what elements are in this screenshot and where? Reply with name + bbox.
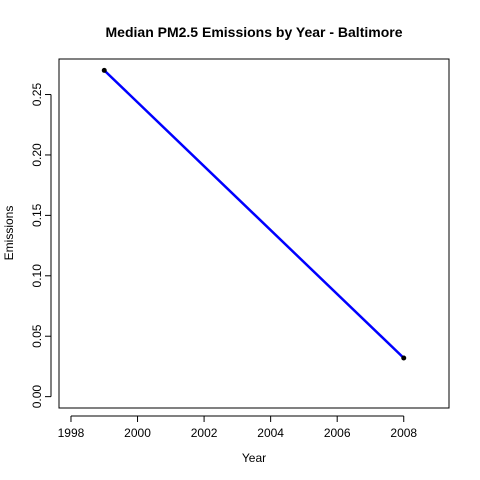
x-tick-label: 1998 xyxy=(58,426,85,440)
x-tick-label: 2002 xyxy=(191,426,218,440)
data-point xyxy=(401,355,407,361)
x-axis-title: Year xyxy=(242,451,266,465)
y-axis: 0.00 0.05 0.10 0.15 0.20 0.25 xyxy=(30,83,52,409)
y-tick-label: 0.00 xyxy=(30,385,44,409)
plot-box xyxy=(58,58,450,409)
y-tick-label: 0.05 xyxy=(30,324,44,348)
data-point xyxy=(101,67,107,73)
x-tick-label: 2006 xyxy=(324,426,351,440)
series-line xyxy=(103,69,405,359)
x-tick-label: 2000 xyxy=(124,426,151,440)
x-tick-label: 2004 xyxy=(257,426,284,440)
x-tick-label: 2008 xyxy=(390,426,417,440)
series-layer xyxy=(101,67,407,361)
y-tick-label: 0.25 xyxy=(30,83,44,107)
y-tick-label: 0.10 xyxy=(30,264,44,288)
x-axis: 1998 2000 2002 2004 2006 2008 xyxy=(58,415,417,440)
y-tick-label: 0.15 xyxy=(30,203,44,227)
chart-title: Median PM2.5 Emissions by Year - Baltimo… xyxy=(106,24,403,40)
y-axis-title: Emissions xyxy=(2,206,16,261)
y-tick-label: 0.20 xyxy=(30,143,44,167)
